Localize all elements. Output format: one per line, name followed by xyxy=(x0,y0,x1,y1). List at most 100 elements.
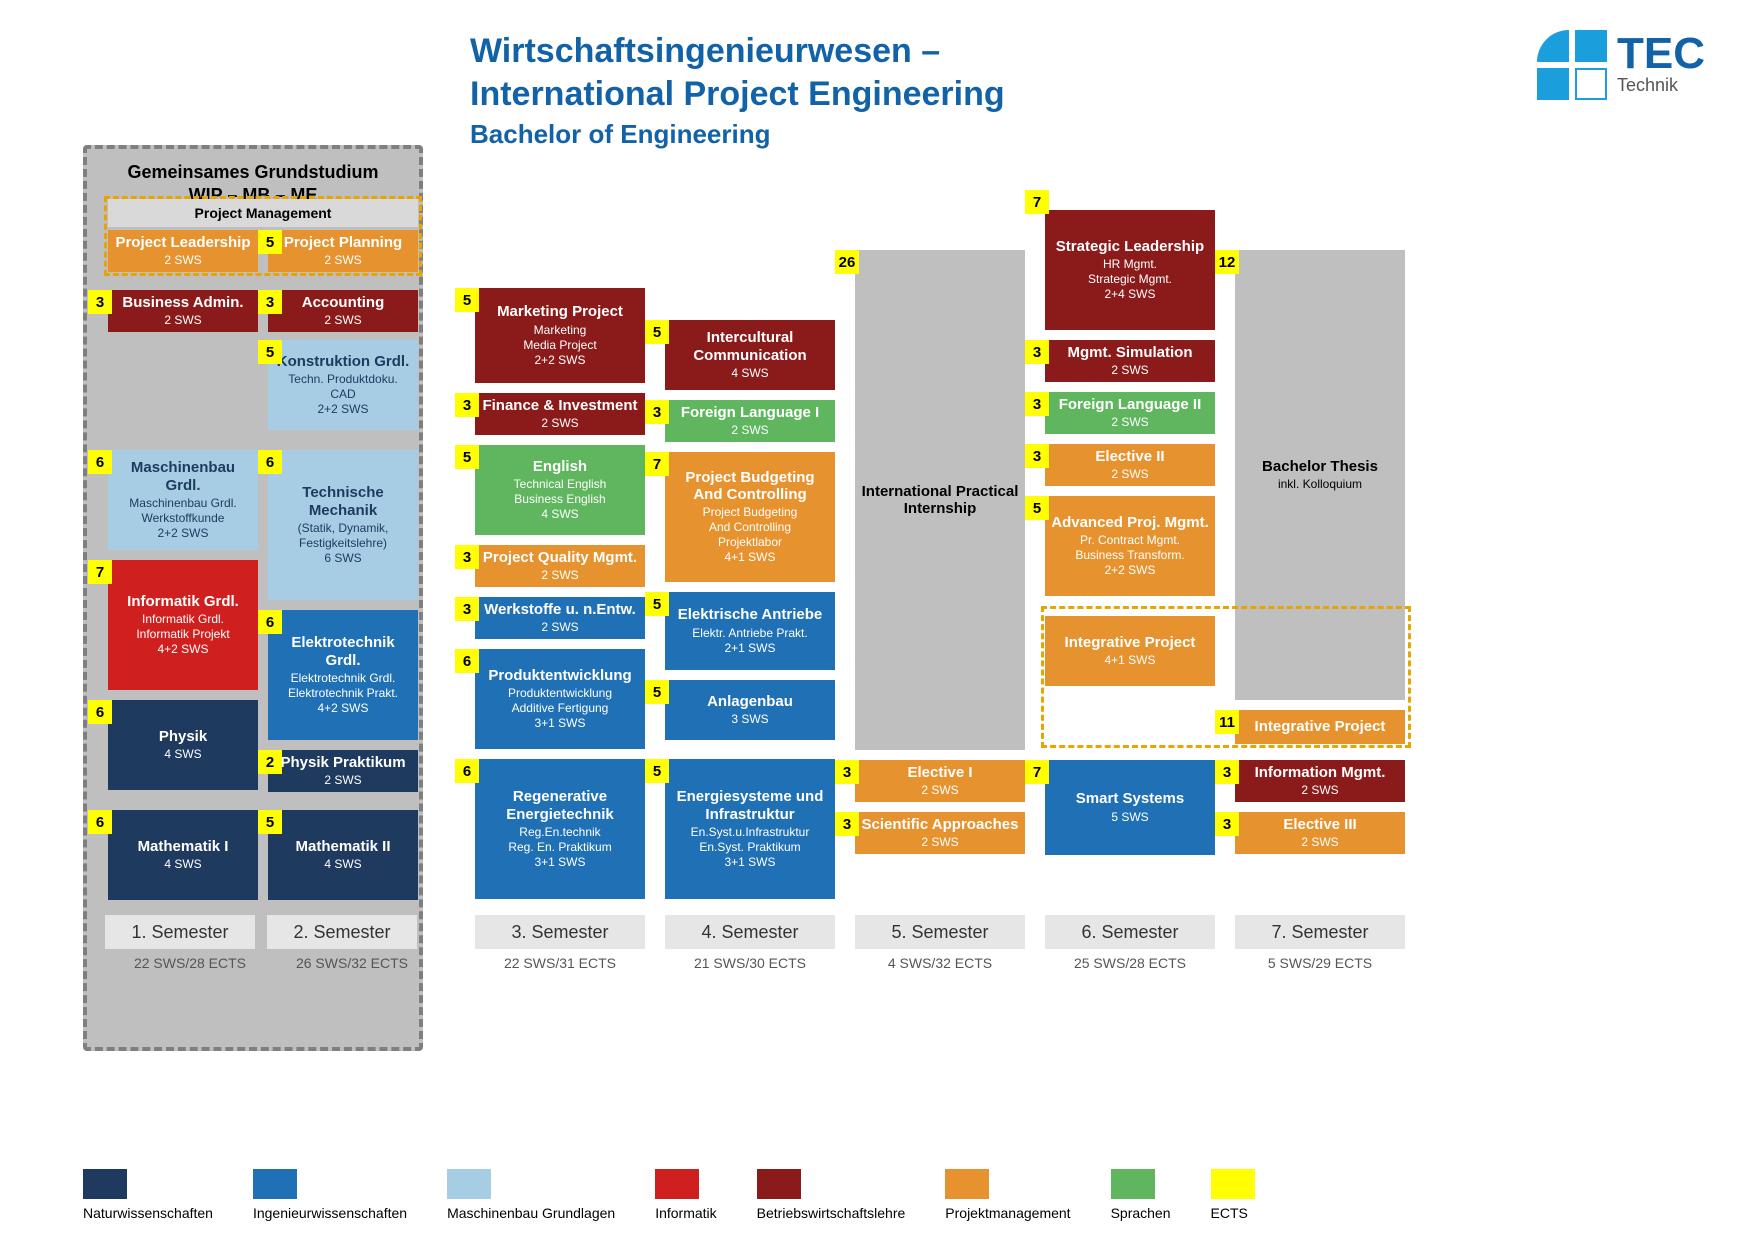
legend-label: Ingenieurwissenschaften xyxy=(253,1205,407,1221)
ects-badge: 3 xyxy=(455,545,479,569)
legend-swatch xyxy=(655,1169,699,1199)
module-cell: Business Admin.2 SWS xyxy=(108,290,258,332)
ects-badge: 7 xyxy=(1025,760,1049,784)
module-cell: Physik4 SWS xyxy=(108,700,258,790)
module-cell: Integrative Project4+1 SWS xyxy=(1045,616,1215,686)
logo-text-block: TEC Technik xyxy=(1617,34,1705,97)
legend-item: Naturwissenschaften xyxy=(83,1169,213,1221)
module-cell: Strategic LeadershipHR Mgmt.Strategic Mg… xyxy=(1045,210,1215,330)
semester-label: 1. Semester xyxy=(105,915,255,949)
legend-label: Betriebswirtschaftslehre xyxy=(757,1205,906,1221)
module-cell: Anlagenbau3 SWS xyxy=(665,680,835,740)
ects-badge: 3 xyxy=(1025,392,1049,416)
ects-badge: 3 xyxy=(835,760,859,784)
title-line-1: Wirtschaftsingenieurwesen – xyxy=(470,30,1005,73)
semester-label: 5. Semester xyxy=(855,915,1025,949)
ects-badge: 5 xyxy=(645,759,669,783)
module-cell: Konstruktion Grdl.Techn. Produktdoku.CAD… xyxy=(268,340,418,430)
ects-badge: 6 xyxy=(88,450,112,474)
ects-badge: 5 xyxy=(455,445,479,469)
ects-badge: 5 xyxy=(645,592,669,616)
module-cell: Elektrische AntriebeElektr. Antriebe Pra… xyxy=(665,592,835,670)
module-cell: Project Quality Mgmt.2 SWS xyxy=(475,545,645,587)
legend-swatch xyxy=(447,1169,491,1199)
ects-badge: 6 xyxy=(258,450,282,474)
semester-label: 3. Semester xyxy=(475,915,645,949)
semester-ects: 21 SWS/30 ECTS xyxy=(650,955,850,971)
ects-badge: 5 xyxy=(645,680,669,704)
semester-label: 6. Semester xyxy=(1045,915,1215,949)
module-cell: Mathematik II4 SWS xyxy=(268,810,418,900)
ects-badge: 6 xyxy=(455,759,479,783)
semester-ects: 25 SWS/28 ECTS xyxy=(1030,955,1230,971)
legend-item: Maschinenbau Grundlagen xyxy=(447,1169,615,1221)
module-cell: Technische Mechanik(Statik, Dynamik,Fest… xyxy=(268,450,418,600)
ects-badge: 3 xyxy=(455,597,479,621)
module-cell: Advanced Proj. Mgmt.Pr. Contract Mgmt.Bu… xyxy=(1045,496,1215,596)
module-cell: Maschinenbau Grdl.Maschinenbau Grdl.Werk… xyxy=(108,450,258,550)
subtitle: Bachelor of Engineering xyxy=(470,119,1005,150)
module-cell: Informatik Grdl.Informatik Grdl.Informat… xyxy=(108,560,258,690)
ects-badge: 12 xyxy=(1215,250,1239,274)
ects-badge: 3 xyxy=(645,400,669,424)
legend-swatch xyxy=(1211,1169,1255,1199)
module-cell: Bachelor Thesisinkl. Kolloquium xyxy=(1235,250,1405,700)
ects-badge: 6 xyxy=(258,610,282,634)
module-cell: Physik Praktikum2 SWS xyxy=(268,750,418,792)
module-cell: ProduktentwicklungProduktentwicklungAddi… xyxy=(475,649,645,749)
module-cell: Finance & Investment2 SWS xyxy=(475,393,645,435)
module-cell: Integrative Project xyxy=(1235,710,1405,744)
pm-header-cell: Project Management xyxy=(108,199,418,227)
legend-label: Naturwissenschaften xyxy=(83,1205,213,1221)
ects-badge: 7 xyxy=(88,560,112,584)
legend-item: Betriebswirtschaftslehre xyxy=(757,1169,906,1221)
semester-label: 7. Semester xyxy=(1235,915,1405,949)
legend-label: ECTS xyxy=(1211,1205,1255,1221)
legend-item: Projektmanagement xyxy=(945,1169,1070,1221)
legend-item: Sprachen xyxy=(1111,1169,1171,1221)
title-block: Wirtschaftsingenieurwesen – Internationa… xyxy=(470,30,1005,150)
ects-badge: 7 xyxy=(645,452,669,476)
module-cell: Project Planning2 SWS xyxy=(268,230,418,272)
semester-ects: 22 SWS/31 ECTS xyxy=(460,955,660,971)
module-cell: Information Mgmt.2 SWS xyxy=(1235,760,1405,802)
legend-label: Sprachen xyxy=(1111,1205,1171,1221)
legend-label: Projektmanagement xyxy=(945,1205,1070,1221)
ects-badge: 5 xyxy=(258,230,282,254)
module-cell: Project Budgeting And ControllingProject… xyxy=(665,452,835,582)
ects-badge: 5 xyxy=(1025,496,1049,520)
module-cell: Werkstoffe u. n.Entw.2 SWS xyxy=(475,597,645,639)
module-cell: Foreign Language II2 SWS xyxy=(1045,392,1215,434)
ects-badge: 3 xyxy=(1215,760,1239,784)
module-cell: Intercultural Communication4 SWS xyxy=(665,320,835,390)
module-cell: Smart Systems5 SWS xyxy=(1045,760,1215,855)
ects-badge: 6 xyxy=(455,649,479,673)
ects-badge: 3 xyxy=(455,393,479,417)
legend-swatch xyxy=(253,1169,297,1199)
legend-swatch xyxy=(83,1169,127,1199)
semester-label: 4. Semester xyxy=(665,915,835,949)
ects-badge: 6 xyxy=(88,700,112,724)
ects-badge: 3 xyxy=(88,290,112,314)
legend-swatch xyxy=(757,1169,801,1199)
legend-label: Informatik xyxy=(655,1205,716,1221)
legend-item: ECTS xyxy=(1211,1169,1255,1221)
ects-badge: 3 xyxy=(258,290,282,314)
module-cell: Elective II2 SWS xyxy=(1045,444,1215,486)
module-cell: EnglishTechnical EnglishBusiness English… xyxy=(475,445,645,535)
legend: Naturwissenschaften Ingenieurwissenschaft… xyxy=(83,1169,1255,1221)
legend-item: Informatik xyxy=(655,1169,716,1221)
logo: TEC Technik xyxy=(1537,30,1705,100)
legend-label: Maschinenbau Grundlagen xyxy=(447,1205,615,1221)
ects-badge: 5 xyxy=(645,320,669,344)
logo-subtext: Technik xyxy=(1617,75,1705,96)
legend-item: Ingenieurwissenschaften xyxy=(253,1169,407,1221)
title-line-2: International Project Engineering xyxy=(470,73,1005,116)
module-cell: Foreign Language I2 SWS xyxy=(665,400,835,442)
module-cell: Scientific Approaches2 SWS xyxy=(855,812,1025,854)
module-cell: International Practical Internship xyxy=(855,250,1025,750)
semester-ects: 26 SWS/32 ECTS xyxy=(252,955,452,971)
module-cell: Regenerative EnergietechnikReg.En.techni… xyxy=(475,759,645,899)
ects-badge: 5 xyxy=(258,810,282,834)
ects-badge: 3 xyxy=(1215,812,1239,836)
